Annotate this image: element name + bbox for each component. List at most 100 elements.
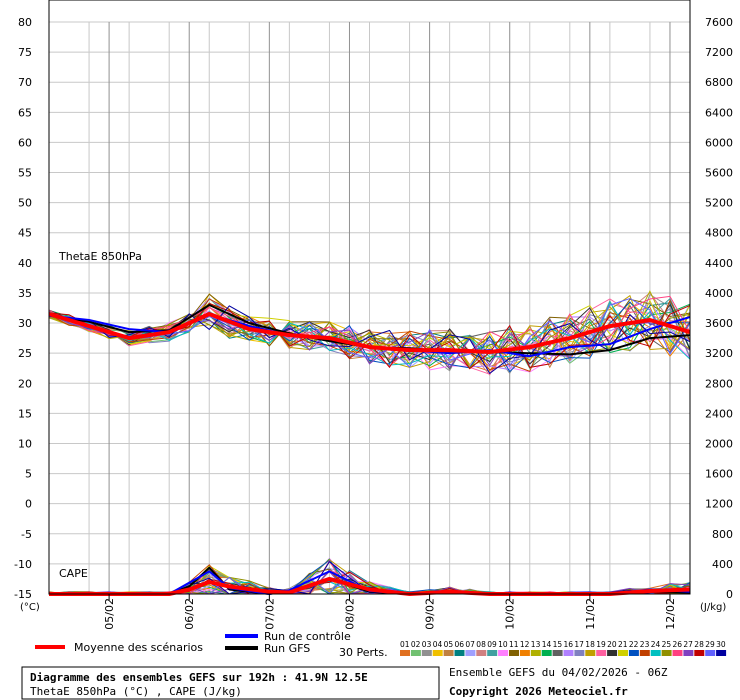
right-axis-unit: (J/kg) — [700, 602, 726, 613]
pert-legend-swatch — [443, 650, 454, 656]
footer-run: Ensemble GEFS du 04/02/2026 - 06Z — [449, 666, 668, 679]
x-tick-label: 08/02 — [343, 598, 356, 630]
right-tick-label: 5200 — [705, 197, 733, 210]
pert-legend-label: 29 — [705, 640, 715, 649]
pert-legend-label: 05 — [444, 640, 454, 649]
right-tick-label: 6400 — [705, 106, 733, 119]
pert-legend-swatch — [432, 650, 443, 656]
right-tick-label: 4000 — [705, 287, 733, 300]
pert-legend-label: 26 — [673, 640, 683, 649]
left-tick-label: 40 — [18, 257, 32, 270]
pert-legend-label: 01 — [400, 640, 410, 649]
pert-legend-swatch — [498, 650, 509, 656]
pert-legend-label: 03 — [422, 640, 432, 649]
left-tick-label: 25 — [18, 347, 32, 360]
pert-legend-swatch — [509, 650, 519, 656]
left-tick-label: 80 — [18, 16, 32, 29]
footer-copyright: Copyright 2026 Meteociel.fr — [449, 685, 628, 698]
legend: Moyenne des scénarios Run de contrôle Ru… — [35, 630, 727, 659]
perturbation-theta-line — [48, 298, 691, 375]
right-tick-label: 1600 — [705, 468, 733, 481]
left-tick-label: -10 — [14, 558, 32, 571]
left-tick-label: 50 — [18, 197, 32, 210]
x-tick-label: 05/02 — [103, 598, 116, 630]
left-tick-label: 15 — [18, 407, 32, 420]
plot-frame — [48, 0, 691, 595]
perturbation-theta-line — [48, 307, 691, 363]
right-tick-label: 7200 — [705, 46, 733, 59]
footer-title: Diagramme des ensembles GEFS sur 192h : … — [30, 671, 368, 684]
pert-legend-label: 11 — [509, 640, 519, 649]
series-theta-line — [48, 312, 691, 354]
x-tick-label: 07/02 — [263, 598, 276, 630]
right-tick-label: 4800 — [705, 227, 733, 240]
pert-legend-swatch — [530, 650, 541, 656]
x-tick-label: 09/02 — [424, 598, 437, 630]
pert-legend-swatch — [672, 650, 683, 656]
right-tick-label: 800 — [712, 528, 733, 541]
pert-legend-swatch — [487, 650, 498, 656]
legend-control-label: Run de contrôle — [264, 630, 351, 643]
pert-legend-swatch — [705, 650, 716, 656]
theta-panel-label: ThetaE 850hPa — [58, 250, 142, 263]
perturbation-theta-line — [48, 302, 691, 370]
legend-mean-label: Moyenne des scénarios — [74, 641, 203, 654]
pert-legend-swatch — [563, 650, 574, 656]
right-tick-label: 3200 — [705, 347, 733, 360]
pert-legend-swatch — [650, 650, 661, 656]
pert-legend-label: 21 — [618, 640, 628, 649]
left-tick-label: 65 — [18, 106, 32, 119]
left-tick-label: 0 — [25, 498, 32, 511]
x-tick-label: 06/02 — [183, 598, 196, 630]
left-tick-label: 35 — [18, 287, 32, 300]
cape-panel-label: CAPE — [59, 567, 88, 580]
right-tick-label: 0 — [726, 588, 733, 601]
left-tick-label: 5 — [25, 468, 32, 481]
x-tick-label: 12/02 — [664, 598, 677, 630]
left-tick-label: 45 — [18, 227, 32, 240]
right-tick-label: 3600 — [705, 317, 733, 330]
pert-legend-label: 30 — [716, 640, 726, 649]
pert-legend-swatch — [618, 650, 628, 656]
right-tick-label: 2000 — [705, 437, 733, 450]
pert-legend-label: 23 — [640, 640, 650, 649]
pert-legend-label: 16 — [564, 640, 574, 649]
pert-legend-swatch — [552, 650, 563, 656]
footer-title-box — [21, 666, 440, 700]
right-tick-label: 6000 — [705, 136, 733, 149]
pert-legend-swatch — [596, 650, 607, 656]
footer-subtitle: ThetaE 850hPa (°C) , CAPE (J/kg) — [30, 685, 242, 698]
right-tick-label: 4400 — [705, 257, 733, 270]
right-tick-label: 400 — [712, 558, 733, 571]
pert-legend-swatch — [628, 650, 639, 656]
left-tick-label: 60 — [18, 136, 32, 149]
pert-legend-swatch — [541, 650, 552, 656]
x-tick-label: 10/02 — [504, 598, 517, 630]
left-tick-label: -5 — [21, 528, 32, 541]
left-tick-label: 75 — [18, 46, 32, 59]
pert-legend-swatch — [454, 650, 465, 656]
right-tick-label: 7600 — [705, 16, 733, 29]
right-tick-label: 6800 — [705, 76, 733, 89]
left-tick-label: 70 — [18, 76, 32, 89]
pert-legend-label: 15 — [553, 640, 563, 649]
pert-legend-label: 08 — [476, 640, 486, 649]
right-tick-label: 2800 — [705, 377, 733, 390]
pert-legend-label: 27 — [683, 640, 693, 649]
pert-legend-swatch — [476, 650, 487, 656]
x-tick-label: 11/02 — [584, 598, 597, 630]
pert-legend-label: 07 — [465, 640, 475, 649]
pert-legend-label: 14 — [542, 640, 552, 649]
pert-legend-label: 06 — [455, 640, 465, 649]
pert-legend-swatch — [639, 650, 650, 656]
pert-legend-label: 02 — [411, 640, 421, 649]
pert-legend-label: 09 — [487, 640, 497, 649]
pert-legend-swatch — [400, 650, 410, 656]
pert-legend-label: 12 — [520, 640, 530, 649]
pert-legend-label: 22 — [629, 640, 639, 649]
left-tick-label: 30 — [18, 317, 32, 330]
right-tick-label: 2400 — [705, 407, 733, 420]
right-tick-label: 5600 — [705, 167, 733, 180]
